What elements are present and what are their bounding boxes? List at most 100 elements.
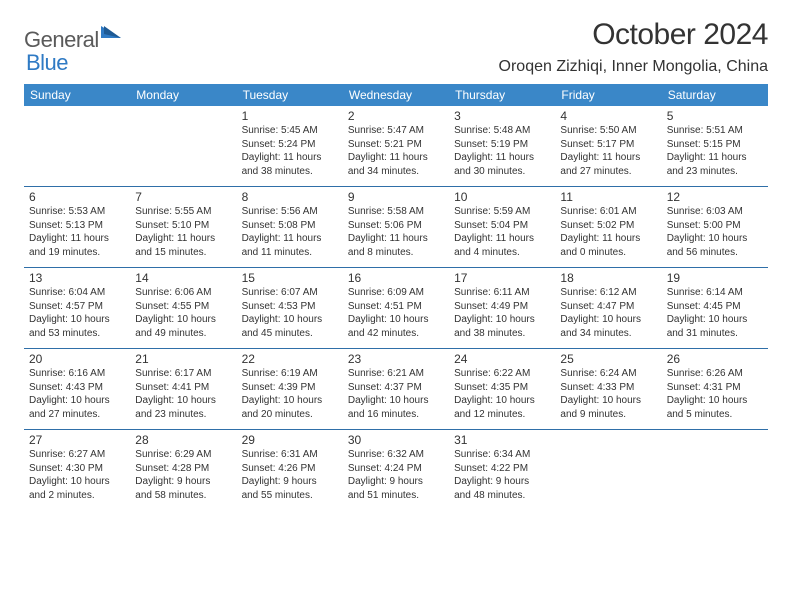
daylight-line-1: Daylight: 11 hours <box>560 232 656 246</box>
sunset-line: Sunset: 5:00 PM <box>667 219 763 233</box>
sunrise-line: Sunrise: 6:01 AM <box>560 205 656 219</box>
daylight-line-2: and 34 minutes. <box>348 165 444 179</box>
daylight-line-2: and 23 minutes. <box>667 165 763 179</box>
daylight-line-2: and 2 minutes. <box>29 489 125 503</box>
sunrise-line: Sunrise: 6:24 AM <box>560 367 656 381</box>
sunset-line: Sunset: 4:55 PM <box>135 300 231 314</box>
daylight-line-1: Daylight: 11 hours <box>242 151 338 165</box>
day-number: 5 <box>667 109 763 123</box>
week-row: 1Sunrise: 5:45 AMSunset: 5:24 PMDaylight… <box>24 106 768 187</box>
day-cell: 16Sunrise: 6:09 AMSunset: 4:51 PMDayligh… <box>343 268 449 348</box>
day-number: 24 <box>454 352 550 366</box>
daylight-line-1: Daylight: 10 hours <box>135 313 231 327</box>
daylight-line-1: Daylight: 10 hours <box>667 394 763 408</box>
day-number: 21 <box>135 352 231 366</box>
sunset-line: Sunset: 5:21 PM <box>348 138 444 152</box>
day-cell: 30Sunrise: 6:32 AMSunset: 4:24 PMDayligh… <box>343 430 449 510</box>
daylight-line-1: Daylight: 10 hours <box>348 313 444 327</box>
daylight-line-2: and 34 minutes. <box>560 327 656 341</box>
daylight-line-1: Daylight: 9 hours <box>454 475 550 489</box>
day-cell: 10Sunrise: 5:59 AMSunset: 5:04 PMDayligh… <box>449 187 555 267</box>
daylight-line-1: Daylight: 10 hours <box>454 313 550 327</box>
day-number: 16 <box>348 271 444 285</box>
day-number: 26 <box>667 352 763 366</box>
day-cell: 12Sunrise: 6:03 AMSunset: 5:00 PMDayligh… <box>662 187 768 267</box>
daylight-line-2: and 15 minutes. <box>135 246 231 260</box>
day-header-tue: Tuesday <box>237 84 343 106</box>
sunrise-line: Sunrise: 6:34 AM <box>454 448 550 462</box>
daylight-line-1: Daylight: 11 hours <box>667 151 763 165</box>
day-number: 7 <box>135 190 231 204</box>
sunset-line: Sunset: 4:47 PM <box>560 300 656 314</box>
day-number: 2 <box>348 109 444 123</box>
day-number: 8 <box>242 190 338 204</box>
logo-triangle-icon <box>101 24 121 43</box>
daylight-line-1: Daylight: 10 hours <box>348 394 444 408</box>
daylight-line-2: and 27 minutes. <box>29 408 125 422</box>
daylight-line-1: Daylight: 10 hours <box>242 394 338 408</box>
sunrise-line: Sunrise: 5:51 AM <box>667 124 763 138</box>
daylight-line-1: Daylight: 10 hours <box>242 313 338 327</box>
logo-text-blue: Blue <box>26 50 68 75</box>
day-cell: 17Sunrise: 6:11 AMSunset: 4:49 PMDayligh… <box>449 268 555 348</box>
daylight-line-1: Daylight: 11 hours <box>135 232 231 246</box>
day-cell: 20Sunrise: 6:16 AMSunset: 4:43 PMDayligh… <box>24 349 130 429</box>
day-cell: 4Sunrise: 5:50 AMSunset: 5:17 PMDaylight… <box>555 106 661 186</box>
day-cell: 29Sunrise: 6:31 AMSunset: 4:26 PMDayligh… <box>237 430 343 510</box>
day-number: 29 <box>242 433 338 447</box>
sunset-line: Sunset: 4:35 PM <box>454 381 550 395</box>
day-header-sat: Saturday <box>662 84 768 106</box>
day-cell: 5Sunrise: 5:51 AMSunset: 5:15 PMDaylight… <box>662 106 768 186</box>
sunset-line: Sunset: 5:06 PM <box>348 219 444 233</box>
daylight-line-2: and 42 minutes. <box>348 327 444 341</box>
sunset-line: Sunset: 5:15 PM <box>667 138 763 152</box>
sunrise-line: Sunrise: 6:16 AM <box>29 367 125 381</box>
sunset-line: Sunset: 5:10 PM <box>135 219 231 233</box>
sunrise-line: Sunrise: 5:50 AM <box>560 124 656 138</box>
daylight-line-2: and 53 minutes. <box>29 327 125 341</box>
day-cell: 18Sunrise: 6:12 AMSunset: 4:47 PMDayligh… <box>555 268 661 348</box>
empty-cell <box>130 106 236 186</box>
sunrise-line: Sunrise: 6:32 AM <box>348 448 444 462</box>
day-number: 15 <box>242 271 338 285</box>
daylight-line-2: and 27 minutes. <box>560 165 656 179</box>
sunset-line: Sunset: 5:08 PM <box>242 219 338 233</box>
sunset-line: Sunset: 4:49 PM <box>454 300 550 314</box>
week-row: 6Sunrise: 5:53 AMSunset: 5:13 PMDaylight… <box>24 187 768 268</box>
sunset-line: Sunset: 4:24 PM <box>348 462 444 476</box>
daylight-line-2: and 48 minutes. <box>454 489 550 503</box>
day-number: 3 <box>454 109 550 123</box>
week-row: 20Sunrise: 6:16 AMSunset: 4:43 PMDayligh… <box>24 349 768 430</box>
daylight-line-1: Daylight: 9 hours <box>348 475 444 489</box>
daylight-line-1: Daylight: 11 hours <box>29 232 125 246</box>
daylight-line-2: and 12 minutes. <box>454 408 550 422</box>
calendar: Sunday Monday Tuesday Wednesday Thursday… <box>24 84 768 510</box>
sunset-line: Sunset: 5:13 PM <box>29 219 125 233</box>
day-cell: 8Sunrise: 5:56 AMSunset: 5:08 PMDaylight… <box>237 187 343 267</box>
day-number: 30 <box>348 433 444 447</box>
sunset-line: Sunset: 5:02 PM <box>560 219 656 233</box>
daylight-line-2: and 19 minutes. <box>29 246 125 260</box>
sunrise-line: Sunrise: 6:29 AM <box>135 448 231 462</box>
daylight-line-1: Daylight: 10 hours <box>560 313 656 327</box>
daylight-line-2: and 0 minutes. <box>560 246 656 260</box>
day-header-thu: Thursday <box>449 84 555 106</box>
daylight-line-1: Daylight: 10 hours <box>29 313 125 327</box>
day-number: 13 <box>29 271 125 285</box>
daylight-line-2: and 8 minutes. <box>348 246 444 260</box>
day-header-sun: Sunday <box>24 84 130 106</box>
daylight-line-2: and 30 minutes. <box>454 165 550 179</box>
sunset-line: Sunset: 4:30 PM <box>29 462 125 476</box>
day-number: 4 <box>560 109 656 123</box>
sunrise-line: Sunrise: 6:14 AM <box>667 286 763 300</box>
sunrise-line: Sunrise: 5:47 AM <box>348 124 444 138</box>
sunrise-line: Sunrise: 5:55 AM <box>135 205 231 219</box>
day-number: 17 <box>454 271 550 285</box>
sunrise-line: Sunrise: 6:26 AM <box>667 367 763 381</box>
day-number: 27 <box>29 433 125 447</box>
daylight-line-2: and 56 minutes. <box>667 246 763 260</box>
daylight-line-1: Daylight: 11 hours <box>242 232 338 246</box>
sunset-line: Sunset: 5:19 PM <box>454 138 550 152</box>
day-cell: 11Sunrise: 6:01 AMSunset: 5:02 PMDayligh… <box>555 187 661 267</box>
sunrise-line: Sunrise: 6:12 AM <box>560 286 656 300</box>
